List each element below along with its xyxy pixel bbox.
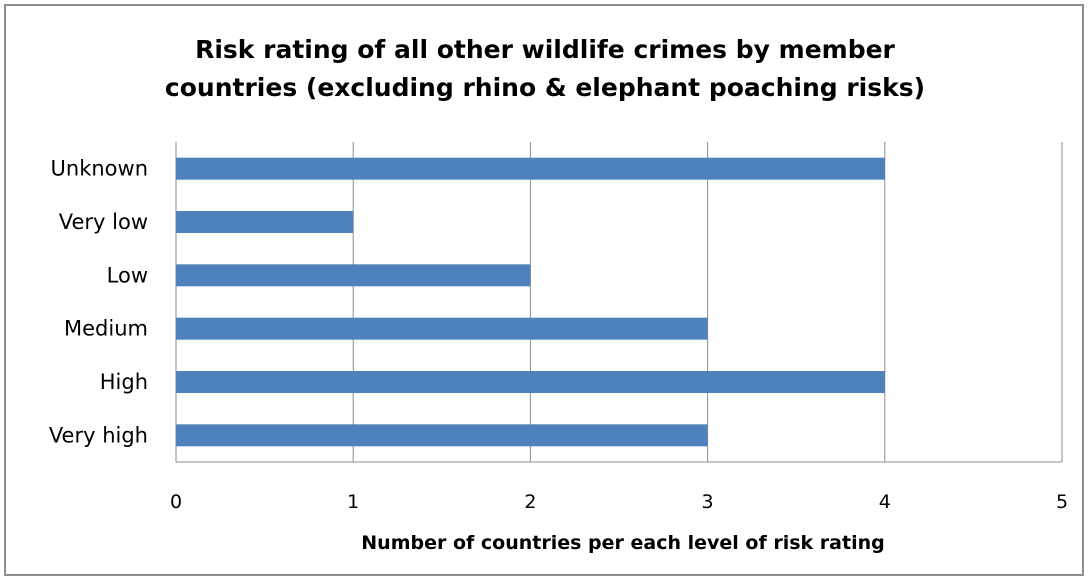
category-label: Unknown <box>51 157 148 181</box>
x-tick-label: 0 <box>170 491 182 513</box>
gridlines <box>175 142 1063 463</box>
x-tick-labels: 0 1 2 3 4 5 <box>170 491 1068 513</box>
bar-low <box>176 264 531 287</box>
chart-title-line-1: Risk rating of all other wildlife crimes… <box>195 35 895 64</box>
chart-frame: Risk rating of all other wildlife crimes… <box>4 4 1084 576</box>
x-tick-label: 4 <box>879 491 891 513</box>
category-labels: Unknown Very low Low Medium High Very high <box>49 157 148 448</box>
x-tick-label: 1 <box>347 491 359 513</box>
category-label: Very high <box>49 423 148 447</box>
category-label: High <box>100 370 148 394</box>
bar-unknown <box>176 157 885 180</box>
bar-chart: Risk rating of all other wildlife crimes… <box>49 35 1068 554</box>
bar-high <box>176 371 885 393</box>
category-label: Very low <box>59 210 148 234</box>
category-label: Medium <box>64 317 148 341</box>
bar-very-low <box>176 211 354 233</box>
x-tick-label: 3 <box>702 491 714 513</box>
bar-medium <box>176 317 708 340</box>
x-tick-label: 2 <box>524 491 536 513</box>
category-label: Low <box>107 263 148 287</box>
bar-very-high <box>176 424 708 447</box>
x-axis-label: Number of countries per each level of ri… <box>361 532 884 554</box>
bars <box>176 157 885 447</box>
x-tick-label: 5 <box>1056 491 1068 513</box>
chart-title-line-2: countries (excluding rhino & elephant po… <box>165 73 925 102</box>
